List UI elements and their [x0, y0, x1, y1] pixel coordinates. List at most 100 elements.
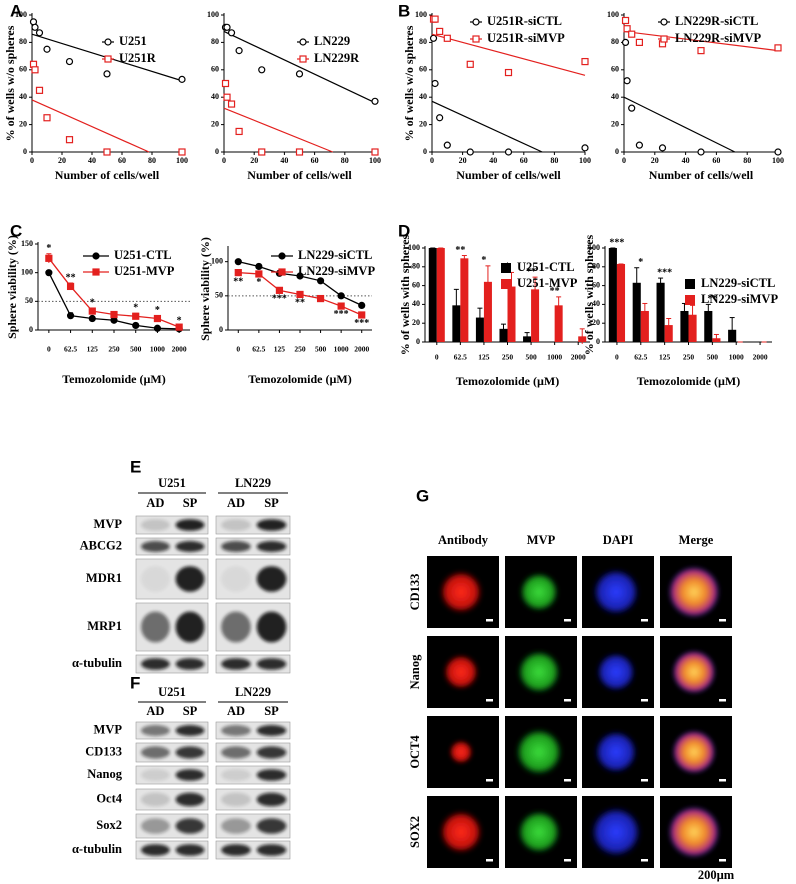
y-tick-label: 0: [423, 147, 427, 156]
bar: [640, 310, 649, 342]
x-tick-label: 1000: [334, 345, 349, 354]
cell-sphere: [519, 572, 559, 612]
blot-band: [141, 844, 170, 856]
scale-bar: [486, 699, 493, 702]
blot-lane-label: SP: [183, 496, 198, 510]
y-axis-label: % of wells with spheres: [582, 234, 596, 355]
x-tick-label: 2000: [354, 345, 369, 354]
legend-swatch: [685, 279, 695, 289]
image-column-label: Merge: [679, 533, 714, 547]
y-tick-label: 0: [29, 325, 33, 334]
marker: [504, 68, 513, 77]
image-row-label: SOX2: [408, 816, 422, 848]
marker: [45, 269, 53, 277]
legend-label: U251R-siMVP: [487, 31, 565, 45]
blot-band: [221, 746, 251, 759]
marker: [258, 148, 266, 156]
image-row-label: Nanog: [408, 654, 422, 689]
marker: [436, 114, 444, 122]
blot-band: [141, 746, 170, 759]
x-tick-label: 500: [130, 345, 142, 354]
marker: [234, 269, 242, 277]
x-tick-label: 62.5: [252, 345, 265, 354]
marker: [35, 29, 44, 37]
y-tick-label: 100: [408, 243, 420, 252]
marker: [258, 66, 266, 74]
significance-label: *: [133, 303, 138, 314]
x-tick-label: 80: [743, 156, 751, 165]
bar: [460, 258, 469, 342]
legend-swatch: [501, 263, 511, 273]
y-tick-label: 40: [419, 92, 427, 101]
x-tick-label: 0: [236, 345, 240, 354]
scale-bar: [486, 779, 493, 782]
x-tick-label: 60: [311, 156, 319, 165]
cell-sphere: [517, 650, 561, 694]
x-tick-label: 250: [502, 353, 514, 362]
marker: [436, 27, 444, 36]
significance-label: **: [455, 245, 465, 256]
x-tick-label: 20: [651, 156, 659, 165]
x-tick-label: 80: [341, 156, 349, 165]
fit-line: [623, 30, 779, 52]
panel-label: F: [130, 673, 140, 692]
bar: [608, 248, 617, 342]
x-tick-label: 60: [520, 156, 528, 165]
x-axis-label: Number of cells/well: [247, 168, 352, 182]
significance-label: **: [233, 276, 243, 287]
legend-label: LN229R: [314, 51, 360, 65]
scale-bar: [641, 619, 648, 622]
blot-group-label: LN229: [235, 476, 271, 490]
marker: [43, 114, 51, 122]
marker: [92, 252, 100, 260]
panel-label: E: [130, 457, 141, 476]
x-tick-label: 0: [47, 345, 51, 354]
x-axis-label: Temozolomide (µM): [637, 374, 740, 388]
blot-band: [221, 844, 251, 856]
blot-row-label: MVP: [94, 517, 123, 531]
marker: [35, 86, 44, 94]
y-tick-label: 0: [416, 337, 420, 346]
blot-row-label: ABCG2: [80, 538, 122, 552]
marker: [621, 38, 630, 47]
x-tick-label: 100: [579, 156, 591, 165]
y-axis-label: Sphere viability (%): [5, 235, 19, 339]
y-tick-label: 80: [592, 262, 600, 271]
x-tick-label: 1000: [547, 353, 562, 362]
x-tick-label: 60: [712, 156, 720, 165]
y-axis-label: % of wells w/o spheres: [3, 25, 17, 141]
blot-band: [256, 818, 287, 834]
x-tick-label: 0: [430, 156, 434, 165]
marker: [227, 29, 236, 37]
blot-row-label: α-tubulin: [72, 842, 122, 856]
significance-label: *: [155, 305, 160, 316]
x-tick-label: 20: [58, 156, 66, 165]
marker: [31, 23, 39, 31]
x-tick-label: 0: [30, 156, 34, 165]
fit-line: [31, 99, 150, 153]
legend-label: U251-CTL: [517, 260, 575, 274]
x-tick-label: 125: [659, 353, 671, 362]
significance-label: *: [256, 277, 261, 288]
bar: [507, 286, 516, 342]
bar: [452, 305, 461, 342]
image-column-label: Antibody: [438, 533, 489, 547]
image-column-label: MVP: [527, 533, 556, 547]
cell-sphere: [594, 730, 638, 774]
scale-bar: [641, 699, 648, 702]
blot-lane-label: AD: [227, 496, 245, 510]
x-tick-label: 60: [118, 156, 126, 165]
cell-sphere: [443, 654, 479, 690]
significance-label: ***: [334, 309, 349, 320]
y-tick-label: 20: [419, 119, 427, 128]
blot-lane-label: SP: [183, 704, 198, 718]
bar: [436, 248, 445, 342]
marker: [255, 262, 263, 271]
bar: [483, 281, 492, 342]
blot-row-label: MVP: [94, 722, 123, 736]
marker: [431, 79, 439, 88]
y-tick-label: 0: [23, 147, 27, 156]
y-tick-label: 60: [592, 280, 600, 289]
legend-label: U251-CTL: [114, 248, 172, 262]
bar: [554, 305, 563, 342]
